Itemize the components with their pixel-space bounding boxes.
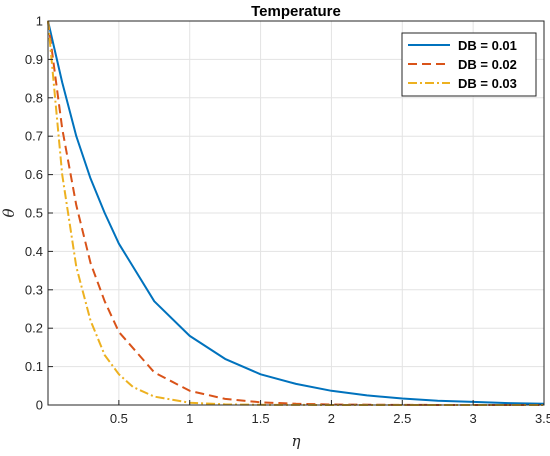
- y-tick-label: 0.3: [25, 282, 43, 297]
- y-tick-label: 0.1: [25, 359, 43, 374]
- legend-label-1: DB = 0.01: [458, 38, 517, 53]
- legend-label-2: DB = 0.02: [458, 57, 517, 72]
- x-tick-label: 2: [328, 411, 335, 426]
- x-tick-label: 1.5: [252, 411, 270, 426]
- y-tick-label: 0.5: [25, 206, 43, 221]
- y-tick-label: 0.7: [25, 129, 43, 144]
- y-tick-label: 0.2: [25, 321, 43, 336]
- y-tick-label: 0: [36, 398, 43, 413]
- tick-layer: 0.5 1 1.5 2 2.5 3 3.5 0 0.1 0.2 0.3 0.4 0.5 0.6 0.7 0.8…: [25, 14, 550, 427]
- x-tick-label: 3.5: [535, 411, 550, 426]
- x-tick-label: 0.5: [110, 411, 128, 426]
- y-tick-label: 0.6: [25, 167, 43, 182]
- series-line-1: [47, 20, 545, 405]
- x-tick-label: 1: [186, 411, 193, 426]
- y-tick-label: 1: [36, 14, 43, 29]
- legend: DB = 0.01 DB = 0.02 DB = 0.03: [401, 32, 537, 97]
- y-tick-label: 0.8: [25, 90, 43, 105]
- y-tick-label: 0.4: [25, 244, 43, 259]
- legend-label-3: DB = 0.03: [458, 76, 517, 91]
- x-tick-label: 3: [470, 411, 477, 426]
- y-tick-label: 0.9: [25, 52, 43, 67]
- chart-title: Temperature: [251, 3, 341, 20]
- y-axis-title: θ: [0, 208, 18, 217]
- x-tick-label: 2.5: [393, 411, 411, 426]
- x-axis-title: η: [292, 432, 301, 450]
